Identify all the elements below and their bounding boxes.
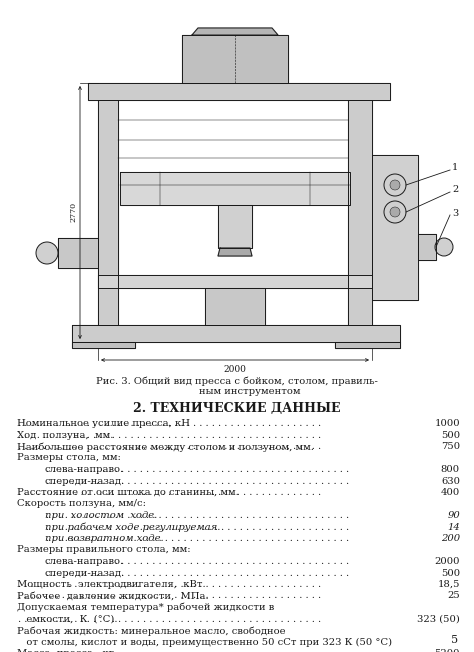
Text: Мощность  электродвигателя,  кВт.: Мощность электродвигателя, кВт. [17, 580, 206, 589]
Polygon shape [205, 288, 265, 325]
Text: слева-направо.: слева-направо. [45, 465, 124, 474]
Polygon shape [98, 275, 372, 288]
Polygon shape [98, 100, 118, 325]
Text: . . . . . . . . . . . . . . . . . . . . . . . . . . . . . . . . . . . . . . . . : . . . . . . . . . . . . . . . . . . . . … [46, 534, 349, 543]
Text: 1000: 1000 [434, 419, 460, 428]
Polygon shape [348, 100, 372, 325]
Text: . . . . . . . . . . . . . . . . . . . . . . . . . . . . . . . . . . . . . . . . : . . . . . . . . . . . . . . . . . . . . … [18, 614, 321, 623]
Text: 2. ТЕХНИЧЕСКИЕ ДАННЫЕ: 2. ТЕХНИЧЕСКИЕ ДАННЫЕ [133, 402, 341, 415]
Text: . . . . . . . . . . . . . . . . . . . . . . . . . . . . . . . . . . . . . . . . : . . . . . . . . . . . . . . . . . . . . … [18, 442, 321, 451]
Polygon shape [88, 83, 390, 100]
Text: 14: 14 [447, 522, 460, 531]
Text: . . . . . . . . . . . . . . . . . . . . . . . . . . . . . . . . . . . . . . . . : . . . . . . . . . . . . . . . . . . . . … [18, 649, 321, 652]
Text: 5200: 5200 [435, 649, 460, 652]
Text: спереди-назад.: спереди-назад. [45, 569, 125, 578]
Text: 25: 25 [447, 591, 460, 600]
Polygon shape [182, 35, 288, 83]
Text: Размеры правильного стола, мм:: Размеры правильного стола, мм: [17, 546, 191, 554]
Text: Рабочее  давление жидкости,  МПа.: Рабочее давление жидкости, МПа. [17, 591, 209, 600]
Polygon shape [218, 248, 252, 256]
Text: 18,5: 18,5 [438, 580, 460, 589]
Text: 323 (50): 323 (50) [417, 614, 460, 623]
Circle shape [390, 207, 400, 217]
Text: 2: 2 [452, 186, 458, 194]
Polygon shape [58, 238, 98, 268]
Text: Размеры стола, мм:: Размеры стола, мм: [17, 454, 121, 462]
Text: 200: 200 [441, 534, 460, 543]
Text: . . . . . . . . . . . . . . . . . . . . . . . . . . . . . . . . . . . . . . . . : . . . . . . . . . . . . . . . . . . . . … [18, 591, 321, 600]
Polygon shape [72, 325, 400, 342]
Text: 2770: 2770 [69, 202, 77, 222]
Text: . . . . . . . . . . . . . . . . . . . . . . . . . . . . . . . . . . . . . . . . : . . . . . . . . . . . . . . . . . . . . … [18, 488, 321, 497]
Text: . . . . . . . . . . . . . . . . . . . . . . . . . . . . . . . . . . . . . . . . : . . . . . . . . . . . . . . . . . . . . … [46, 569, 349, 578]
Text: ным инструментом: ным инструментом [174, 387, 300, 396]
Text: при рабочем ходе регулируемая.: при рабочем ходе регулируемая. [45, 522, 220, 532]
Text: 5: 5 [451, 635, 458, 645]
Text: . . . . . . . . . . . . . . . . . . . . . . . . . . . . . . . . . . . . . . . . : . . . . . . . . . . . . . . . . . . . . … [46, 522, 349, 531]
Text: 1: 1 [452, 164, 458, 173]
Text: 3: 3 [452, 209, 458, 218]
Text: 500: 500 [441, 430, 460, 439]
Text: . . . . . . . . . . . . . . . . . . . . . . . . . . . . . . . . . . . . . . . . : . . . . . . . . . . . . . . . . . . . . … [46, 465, 349, 474]
Polygon shape [192, 28, 278, 35]
Text: емкости,  К  (°С).: емкости, К (°С). [17, 614, 118, 623]
Text: 630: 630 [441, 477, 460, 486]
Text: 2000: 2000 [224, 365, 246, 374]
Text: 400: 400 [441, 488, 460, 497]
Text: 90: 90 [447, 511, 460, 520]
Text: Масса  пресса,  кг.: Масса пресса, кг. [17, 649, 117, 652]
Circle shape [390, 180, 400, 190]
Text: Наибольшее расстояние между столом и ползуном, мм.: Наибольшее расстояние между столом и пол… [17, 442, 314, 451]
Text: спереди-назад.: спереди-назад. [45, 477, 125, 486]
Text: . . . . . . . . . . . . . . . . . . . . . . . . . . . . . . . . . . . . . . . . : . . . . . . . . . . . . . . . . . . . . … [46, 557, 349, 566]
Text: 800: 800 [441, 465, 460, 474]
Text: . . . . . . . . . . . . . . . . . . . . . . . . . . . . . . . . . . . . . . . . : . . . . . . . . . . . . . . . . . . . . … [46, 511, 349, 520]
Text: . . . . . . . . . . . . . . . . . . . . . . . . . . . . . . . . . . . . . . . . : . . . . . . . . . . . . . . . . . . . . … [46, 477, 349, 486]
Text: 750: 750 [441, 442, 460, 451]
Text: слева-направо.: слева-направо. [45, 557, 124, 566]
Text: Расстояние от оси штока до станины, мм.: Расстояние от оси штока до станины, мм. [17, 488, 239, 497]
Text: Ход  ползуна,  мм.: Ход ползуна, мм. [17, 430, 113, 439]
Polygon shape [372, 155, 418, 300]
Text: Рабочая жидкость: минеральное масло, свободное: Рабочая жидкость: минеральное масло, сво… [17, 626, 286, 636]
Polygon shape [72, 342, 135, 348]
Polygon shape [218, 205, 252, 248]
Text: от смолы, кислот и воды, преимущественно 50 сСт при 323 К (50 °С): от смолы, кислот и воды, преимущественно… [17, 638, 392, 647]
Polygon shape [335, 342, 400, 348]
Polygon shape [418, 234, 436, 260]
Text: при  холостом  ходе.: при холостом ходе. [45, 511, 157, 520]
Text: Допускаемая температура* рабочей жидкости в: Допускаемая температура* рабочей жидкост… [17, 603, 274, 612]
Text: . . . . . . . . . . . . . . . . . . . . . . . . . . . . . . . . . . . . . . . . : . . . . . . . . . . . . . . . . . . . . … [18, 430, 321, 439]
Text: при возвратном ходе.: при возвратном ходе. [45, 534, 164, 543]
Text: 500: 500 [441, 569, 460, 578]
Text: Скорость ползуна, мм/с:: Скорость ползуна, мм/с: [17, 499, 146, 509]
Text: 2000: 2000 [435, 557, 460, 566]
Circle shape [435, 238, 453, 256]
Text: Рис. 3. Общий вид пресса с бойком, столом, правиль-: Рис. 3. Общий вид пресса с бойком, столо… [96, 376, 378, 385]
Polygon shape [120, 172, 350, 205]
Circle shape [36, 242, 58, 264]
Text: . . . . . . . . . . . . . . . . . . . . . . . . . . . . . . . . . . . . . . . . : . . . . . . . . . . . . . . . . . . . . … [18, 419, 321, 428]
Text: . . . . . . . . . . . . . . . . . . . . . . . . . . . . . . . . . . . . . . . . : . . . . . . . . . . . . . . . . . . . . … [18, 580, 321, 589]
Text: Номинальное усилие пресса, кН: Номинальное усилие пресса, кН [17, 419, 190, 428]
